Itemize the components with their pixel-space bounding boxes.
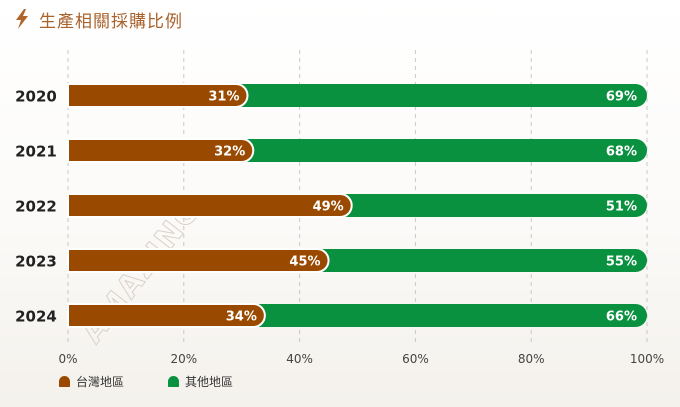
- data-label-taiwan: 34%: [226, 310, 257, 325]
- lightning-bolt-icon: [16, 9, 28, 29]
- data-label-taiwan: 31%: [208, 90, 239, 105]
- title-row: 生產相關採購比例: [14, 6, 183, 32]
- x-tick-label: 100%: [630, 352, 664, 366]
- legend-swatch-other: [168, 376, 180, 387]
- data-label-other: 69%: [606, 90, 637, 105]
- x-tick-label: 20%: [170, 352, 197, 366]
- bar-taiwan-region: [67, 303, 266, 328]
- x-tick-label: 40%: [286, 352, 313, 366]
- bar-taiwan-region: [67, 248, 330, 273]
- data-label-taiwan: 32%: [214, 145, 245, 160]
- y-category-label: 2022: [15, 198, 57, 216]
- y-category-label: 2020: [15, 88, 57, 106]
- legend-item-other: 其他地區: [168, 373, 233, 390]
- data-label-other: 55%: [606, 255, 637, 270]
- legend-label-taiwan: 台灣地區: [76, 375, 125, 389]
- bar-taiwan-region: [67, 83, 249, 108]
- data-label-taiwan: 45%: [289, 255, 320, 270]
- legend-swatch-taiwan: [59, 376, 70, 387]
- legend: 台灣地區 其他地區: [59, 373, 277, 390]
- y-category-label: 2023: [15, 253, 57, 271]
- x-tick-label: 0%: [58, 352, 77, 366]
- y-category-label: 2021: [15, 143, 57, 161]
- data-label-other: 66%: [606, 310, 637, 325]
- y-category-label: 2024: [15, 308, 57, 326]
- legend-label-other: 其他地區: [185, 375, 234, 389]
- chart-title: 生產相關採購比例: [39, 11, 183, 32]
- legend-item-taiwan: 台灣地區: [59, 373, 124, 390]
- x-tick-label: 80%: [518, 352, 545, 366]
- data-label-taiwan: 49%: [313, 200, 344, 215]
- bar-taiwan-region: [67, 193, 353, 218]
- x-tick-label: 60%: [402, 352, 429, 366]
- data-label-other: 68%: [606, 145, 637, 160]
- data-label-other: 51%: [606, 200, 637, 215]
- bar-taiwan-region: [67, 138, 255, 163]
